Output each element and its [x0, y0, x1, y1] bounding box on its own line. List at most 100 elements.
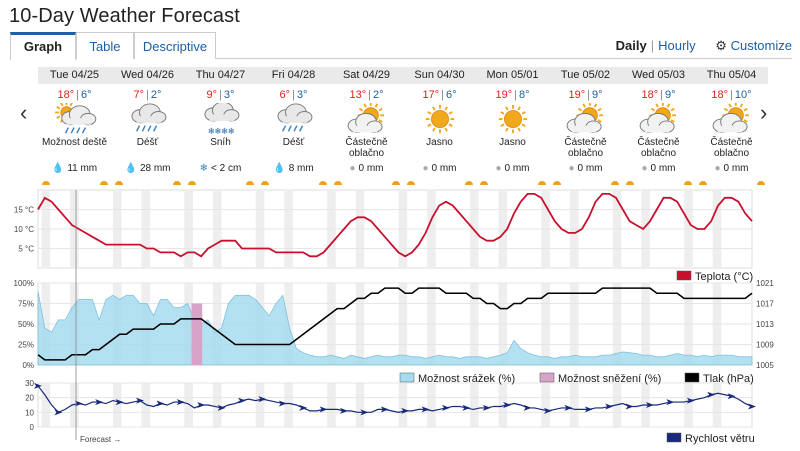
tab-table[interactable]: Table — [76, 32, 134, 59]
high-temp: 18° — [641, 89, 659, 101]
tab-descriptive[interactable]: Descriptive — [134, 32, 216, 59]
temp-separator: | — [587, 89, 590, 101]
sunset-icon — [100, 181, 108, 185]
pressure-tick-label: 1021 — [756, 279, 774, 288]
sun-indicator-row — [257, 179, 330, 185]
day-temps: 19° | 8° — [476, 89, 549, 101]
day-column[interactable]: Thu 04/27 9° | 3° ❄ ❄ ❄ ❄ Sníh ❄ < 2 cm — [184, 67, 257, 185]
customize-label: Customize — [730, 38, 792, 53]
droplet-icon: ● — [422, 163, 429, 174]
day-summary-strip: Tue 04/25 18° | 6° Možnost deště 💧 11 mm We… — [38, 67, 768, 185]
legend-temp-label: Teplota (°C) — [695, 271, 753, 283]
temp-separator: | — [441, 89, 444, 101]
day-column[interactable]: Tue 04/25 18° | 6° Možnost deště 💧 11 mm — [38, 67, 111, 185]
sun-indicator-row — [695, 179, 768, 185]
partly-cloudy-icon — [566, 103, 603, 133]
customize-link[interactable]: ⚙ Customize — [715, 38, 792, 54]
day-date: Wed 04/26 — [111, 67, 184, 84]
wind-arrow — [748, 403, 756, 410]
snow-area — [191, 303, 203, 365]
day-date: Tue 04/25 — [38, 67, 111, 84]
day-column[interactable]: Fri 04/28 6° | 3° Déšť 💧 8 mm — [257, 67, 330, 185]
forecast-label: Forecast → — [80, 435, 121, 444]
wind-arrow — [136, 397, 144, 404]
night-band — [284, 383, 293, 427]
day-temps: 7° | 2° — [111, 89, 184, 101]
day-date: Thu 05/04 — [695, 67, 768, 84]
period-separator: | — [650, 38, 655, 53]
droplet-icon: ● — [641, 163, 648, 174]
day-column[interactable]: Wed 04/26 7° | 2° Déšť 💧 28 mm — [111, 67, 184, 185]
condition-text: Sníh — [210, 137, 231, 148]
wind-arrow — [482, 404, 491, 411]
tab-graph[interactable]: Graph — [10, 32, 76, 60]
condition-text: Jasno — [426, 137, 453, 148]
precip-amount: ● 0 mm — [476, 163, 549, 174]
low-temp: 6° — [445, 89, 457, 101]
sunrise-icon — [42, 181, 50, 185]
sunrise-icon — [699, 181, 707, 185]
wind-arrow — [686, 397, 695, 404]
pressure-tick-label: 1013 — [756, 320, 774, 329]
wind-arrow — [564, 404, 573, 411]
night-band — [712, 383, 722, 427]
day-date: Sat 04/29 — [330, 67, 403, 84]
precip-amount: ❄ < 2 cm — [184, 163, 257, 174]
sunrise-icon — [407, 181, 415, 185]
low-temp: 2° — [150, 89, 162, 101]
precip-value: 0 mm — [358, 163, 384, 174]
precip-value: < 2 cm — [211, 163, 242, 174]
wind-tick-label: 0 — [30, 423, 35, 432]
next-arrow-icon[interactable]: › — [760, 100, 768, 125]
pressure-line — [37, 287, 753, 361]
wind-arrow — [340, 407, 348, 414]
high-temp: 6° — [279, 89, 291, 101]
sun-indicator-row — [476, 179, 549, 185]
precip-amount: 💧 28 mm — [111, 163, 184, 174]
legend-wind-label: Rychlost větru — [685, 433, 755, 445]
night-band — [469, 383, 479, 427]
low-temp: 9° — [591, 89, 603, 101]
sunset-icon — [611, 181, 619, 185]
wind-arrow — [401, 407, 410, 414]
temperature-line — [37, 193, 753, 258]
cloud-snow-icon: ❄ ❄ ❄ ❄ — [203, 103, 239, 136]
day-date: Thu 04/27 — [184, 67, 257, 84]
precip-tick-label: 25% — [18, 341, 34, 350]
view-tabs: Graph Table Descriptive — [10, 32, 792, 60]
day-column[interactable]: Tue 05/02 19° | 9° Částečně oblačno ● 0 mm — [549, 67, 622, 185]
hourly-link[interactable]: Hourly — [658, 38, 696, 53]
sun-indicator-row — [111, 179, 184, 185]
day-column[interactable]: Thu 05/04 18° | 10° Částečně oblačno ● 0 mm — [695, 67, 768, 185]
sunrise-icon — [115, 181, 123, 185]
precip-value: 0 mm — [504, 163, 530, 174]
wind-arrow — [544, 407, 552, 414]
previous-arrow-icon[interactable]: ‹ — [20, 100, 28, 125]
day-column[interactable]: Mon 05/01 19° | 8° Jasno ● 0 mm — [476, 67, 549, 185]
precip-value: 11 mm — [67, 163, 98, 174]
high-temp: 9° — [206, 89, 218, 101]
sunset-icon — [173, 181, 181, 185]
day-column[interactable]: Sat 04/29 13° | 2° Částečně oblačno ● 0 mm — [330, 67, 403, 185]
day-column[interactable]: Wed 05/03 18° | 9° Částečně oblačno ● 0 mm — [622, 67, 695, 185]
day-temps: 18° | 9° — [622, 89, 695, 101]
legend-temp-swatch — [676, 270, 692, 281]
precip-tick-label: 75% — [18, 300, 34, 309]
sunset-icon — [319, 181, 327, 185]
wind-arrow — [421, 406, 430, 413]
pressure-tick-label: 1005 — [756, 361, 774, 370]
night-band — [427, 383, 436, 427]
svg-text:❄: ❄ — [214, 126, 221, 136]
wind-arrow — [584, 406, 593, 413]
precip-amount: ● 0 mm — [622, 163, 695, 174]
daily-link[interactable]: Daily — [615, 38, 647, 53]
sunrise-icon — [480, 181, 488, 185]
droplet-icon: 💧 — [124, 163, 137, 174]
wind-arrow — [197, 402, 206, 408]
wind-arrow — [54, 409, 63, 416]
legend-pressure-swatch — [684, 372, 700, 383]
snowflake-icon: ❄ — [199, 163, 209, 174]
sunrise-icon — [188, 181, 196, 185]
day-column[interactable]: Sun 04/30 17° | 6° Jasno ● 0 mm — [403, 67, 476, 185]
low-temp: 9° — [664, 89, 676, 101]
